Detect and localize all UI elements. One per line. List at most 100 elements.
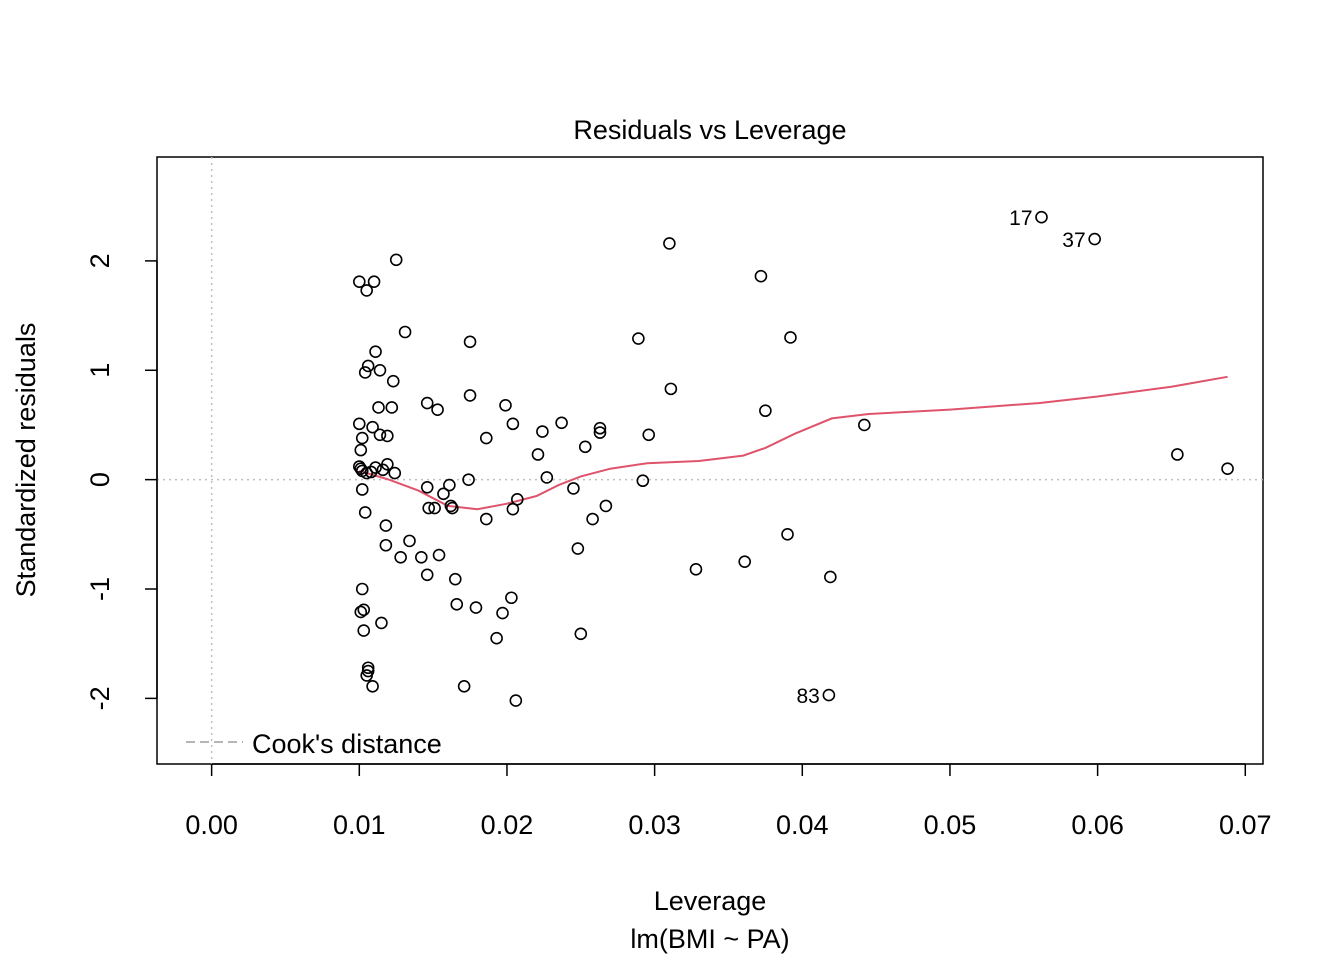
y-tick-label: -1 <box>85 577 115 601</box>
data-point <box>571 542 585 555</box>
data-point <box>422 501 436 515</box>
data-point <box>586 512 599 526</box>
data-point <box>824 570 837 584</box>
data-point <box>420 568 434 582</box>
data-point <box>361 359 375 373</box>
y-tick-label: 2 <box>85 253 115 268</box>
data-point <box>663 237 676 250</box>
y-tick-label: 0 <box>85 472 115 487</box>
data-point <box>632 332 645 345</box>
data-point <box>352 417 366 431</box>
data-point <box>366 420 379 434</box>
data-point <box>636 474 650 488</box>
data-point <box>355 483 369 496</box>
data-point <box>593 426 607 439</box>
data-point <box>1221 462 1234 476</box>
x-tick-label: 0.00 <box>185 810 238 840</box>
data-point <box>781 528 794 541</box>
data-point <box>389 253 403 267</box>
data-point <box>398 325 412 339</box>
data-point <box>420 480 434 494</box>
data-point <box>509 694 523 707</box>
data-point <box>1171 448 1184 461</box>
data-point <box>496 606 509 620</box>
data-point <box>355 582 369 596</box>
chart-title: Residuals vs Leverage <box>573 115 846 145</box>
y-axis-label: Standardized residuals <box>11 323 41 598</box>
data-point <box>403 534 416 548</box>
data-point <box>479 431 493 445</box>
data-point <box>1088 232 1101 246</box>
data-point <box>352 275 366 288</box>
data-point <box>822 688 836 702</box>
x-tick-label: 0.01 <box>333 810 386 840</box>
data-point <box>505 591 518 605</box>
data-point <box>499 398 512 412</box>
data-point <box>357 624 371 637</box>
data-point <box>858 418 871 432</box>
data-point <box>357 603 371 617</box>
data-point <box>381 458 394 471</box>
data-point <box>567 482 580 495</box>
data-point <box>448 572 462 586</box>
data-point <box>444 499 458 513</box>
x-axis-label: Leverage <box>654 886 767 916</box>
data-point <box>431 403 444 416</box>
reference-lines <box>157 157 1263 764</box>
data-point <box>599 499 613 513</box>
data-point <box>379 519 393 532</box>
data-point <box>367 275 381 288</box>
data-point <box>784 331 797 344</box>
data-point <box>364 465 378 479</box>
y-axis: -2 -1 0 1 2 <box>85 253 158 710</box>
model-subtitle: lm(BMI ~ PA) <box>630 924 789 954</box>
data-point <box>369 461 382 474</box>
data-point <box>443 478 456 492</box>
outlier-label: 83 <box>797 685 820 708</box>
data-point <box>369 345 382 358</box>
point-labels: 17 37 83 <box>797 207 1086 708</box>
data-point <box>432 548 446 562</box>
data-point <box>394 550 407 564</box>
smooth-line <box>359 375 1228 511</box>
data-point <box>469 601 483 614</box>
data-point <box>450 598 464 611</box>
data-point <box>578 440 592 454</box>
data-point <box>373 428 387 442</box>
x-tick-label: 0.07 <box>1219 810 1272 840</box>
data-point <box>446 501 459 515</box>
data-point <box>457 680 471 693</box>
data-point <box>354 605 368 619</box>
smooth-line-group <box>359 375 1228 511</box>
x-axis: 0.00 0.01 0.02 0.03 0.04 0.05 0.06 0.07 <box>185 763 1272 840</box>
data-point <box>555 416 568 430</box>
x-tick-label: 0.05 <box>924 810 977 840</box>
outlier-label: 37 <box>1062 229 1085 252</box>
data-point <box>381 429 394 443</box>
legend-label: Cook's distance <box>252 729 442 759</box>
x-tick-label: 0.06 <box>1071 810 1124 840</box>
data-point <box>420 396 434 410</box>
data-point <box>428 501 441 515</box>
data-point <box>510 493 524 506</box>
data-point <box>360 669 373 682</box>
data-point <box>463 335 477 349</box>
data-point <box>358 506 372 519</box>
data-point <box>372 401 385 414</box>
data-point <box>642 428 656 442</box>
data-point <box>490 631 503 645</box>
data-point <box>689 563 703 576</box>
x-tick-label: 0.03 <box>628 810 681 840</box>
legend: Cook's distance <box>186 729 442 759</box>
data-point <box>506 417 520 431</box>
data-point <box>759 404 772 418</box>
data-point <box>358 366 372 379</box>
x-tick-label: 0.04 <box>776 810 829 840</box>
data-point <box>361 661 375 675</box>
y-tick-label: -2 <box>85 686 115 710</box>
data-point <box>593 421 607 435</box>
data-point <box>379 538 393 552</box>
data-point <box>1035 210 1048 224</box>
data-point <box>479 512 493 526</box>
